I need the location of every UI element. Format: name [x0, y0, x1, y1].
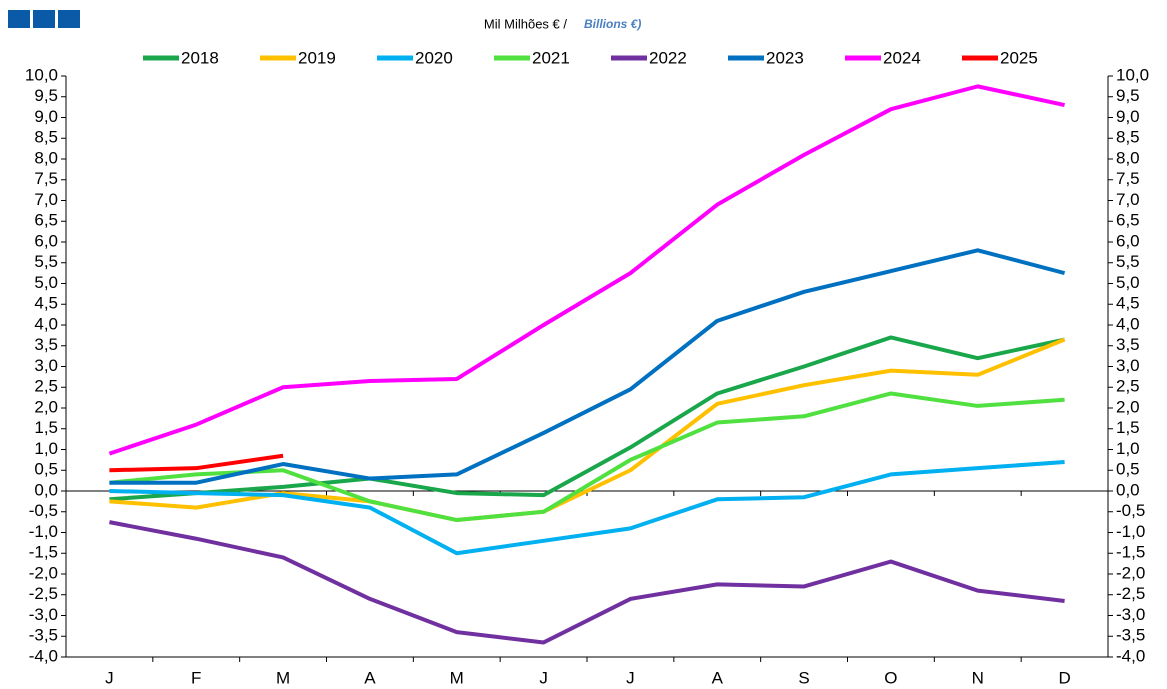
y-tick-label: 8,0 — [34, 148, 58, 167]
y-tick-label: 8,5 — [34, 128, 58, 147]
y2-tick-label: 7,5 — [1116, 169, 1140, 188]
y-tick-label: 1,0 — [34, 439, 58, 458]
x-tick-label: J — [539, 668, 548, 687]
y-tick-label: 3,5 — [34, 335, 58, 354]
x-tick-label: N — [972, 668, 984, 687]
y2-tick-label: 0,0 — [1116, 480, 1140, 499]
y-tick-label: 4,5 — [34, 294, 58, 313]
x-tick-label: A — [364, 668, 376, 687]
legend-label: 2024 — [883, 48, 921, 67]
x-tick-label: J — [626, 668, 635, 687]
y-tick-label: -4,0 — [29, 646, 58, 665]
y-tick-label: -3,0 — [29, 605, 58, 624]
y2-tick-label: 6,5 — [1116, 211, 1140, 230]
y-tick-label: -1,5 — [29, 543, 58, 562]
y2-tick-label: 1,0 — [1116, 439, 1140, 458]
y2-tick-label: 6,0 — [1116, 231, 1140, 250]
y2-tick-label: 2,0 — [1116, 397, 1140, 416]
x-tick-label: F — [191, 668, 201, 687]
series-line — [109, 391, 1065, 523]
legend-label: 2025 — [1000, 48, 1038, 67]
legend-label: 2021 — [532, 48, 570, 67]
y2-tick-label: 7,0 — [1116, 190, 1140, 209]
y2-tick-label: -3,5 — [1116, 626, 1145, 645]
y2-tick-label: 4,0 — [1116, 314, 1140, 333]
y2-tick-label: 4,5 — [1116, 294, 1140, 313]
y-tick-label: 4,0 — [34, 314, 58, 333]
y2-tick-label: 0,5 — [1116, 460, 1140, 479]
chart-subtitle: Billions €) — [584, 17, 641, 31]
y-tick-label: -2,5 — [29, 584, 58, 603]
y-tick-label: 7,5 — [34, 169, 58, 188]
x-tick-label: M — [276, 668, 290, 687]
series-line — [109, 459, 1065, 556]
legend-label: 2022 — [649, 48, 687, 67]
y-tick-label: 5,5 — [34, 252, 58, 271]
y-tick-label: -2,0 — [29, 563, 58, 582]
x-tick-label: S — [798, 668, 809, 687]
y2-tick-label: 9,5 — [1116, 86, 1140, 105]
y2-tick-label: 1,5 — [1116, 418, 1140, 437]
y2-tick-label: -4,0 — [1116, 646, 1145, 665]
x-tick-label: A — [712, 668, 724, 687]
y2-tick-label: -2,0 — [1116, 563, 1145, 582]
logo-block — [33, 10, 55, 28]
y-tick-label: 3,0 — [34, 356, 58, 375]
y-tick-label: 1,5 — [34, 418, 58, 437]
logo-block — [58, 10, 80, 28]
y-tick-label: -0,5 — [29, 501, 58, 520]
y2-tick-label: 2,5 — [1116, 377, 1140, 396]
legend-label: 2019 — [298, 48, 336, 67]
y-tick-label: 5,0 — [34, 273, 58, 292]
series-line — [109, 453, 284, 473]
y2-tick-label: 8,5 — [1116, 128, 1140, 147]
y2-tick-label: -1,0 — [1116, 522, 1145, 541]
y-tick-label: 9,5 — [34, 86, 58, 105]
legend-label: 2020 — [415, 48, 453, 67]
x-tick-label: D — [1058, 668, 1070, 687]
y-tick-label: 6,0 — [34, 231, 58, 250]
y2-tick-label: 5,0 — [1116, 273, 1140, 292]
y2-tick-label: -2,5 — [1116, 584, 1145, 603]
x-tick-label: O — [884, 668, 897, 687]
y-tick-label: 7,0 — [34, 190, 58, 209]
y-tick-label: 9,0 — [34, 107, 58, 126]
series-line — [109, 335, 1066, 502]
logo-block — [8, 10, 30, 28]
y2-tick-label: 3,5 — [1116, 335, 1140, 354]
y2-tick-label: 5,5 — [1116, 252, 1140, 271]
y-tick-label: 6,5 — [34, 211, 58, 230]
y2-tick-label: -1,5 — [1116, 543, 1145, 562]
series-line — [108, 84, 1066, 456]
y2-tick-label: 8,0 — [1116, 148, 1140, 167]
y-tick-label: 2,0 — [34, 397, 58, 416]
y-tick-label: 0,0 — [34, 480, 58, 499]
y2-tick-label: -0,5 — [1116, 501, 1145, 520]
y2-tick-label: 9,0 — [1116, 107, 1140, 126]
series-line — [109, 248, 1066, 485]
y-tick-label: 2,5 — [34, 377, 58, 396]
y2-tick-label: 10,0 — [1116, 65, 1149, 84]
y2-tick-label: 3,0 — [1116, 356, 1140, 375]
chart-title: Mil Milhões € / — [484, 16, 567, 31]
x-tick-label: J — [105, 668, 114, 687]
y-tick-label: 0,5 — [34, 460, 58, 479]
legend-label: 2018 — [181, 48, 219, 67]
y2-tick-label: -3,0 — [1116, 605, 1145, 624]
x-tick-label: M — [450, 668, 464, 687]
legend-label: 2023 — [766, 48, 804, 67]
y-tick-label: 10,0 — [25, 65, 58, 84]
y-tick-label: -1,0 — [29, 522, 58, 541]
y-tick-label: -3,5 — [29, 626, 58, 645]
series-line — [109, 520, 1065, 645]
